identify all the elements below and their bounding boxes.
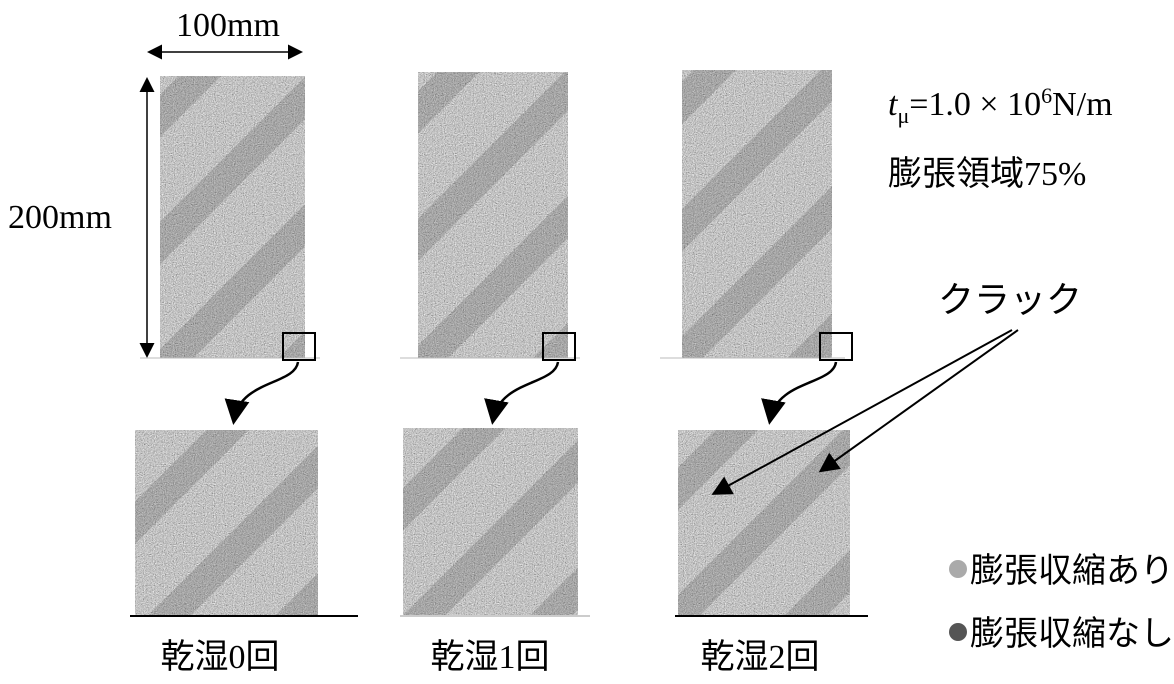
unit: N/m	[1052, 86, 1112, 123]
specimen-bands	[682, 70, 832, 358]
top-specimens	[140, 70, 852, 360]
legend-swatch	[949, 623, 967, 641]
width-label: 100mm	[176, 7, 280, 44]
thickness-param: tμ=1.0 × 106N/m	[888, 83, 1113, 128]
legend-swatch	[949, 560, 967, 578]
crack-label: クラック	[938, 280, 1082, 320]
legend-label: 膨張収縮あり	[970, 552, 1174, 590]
subscript: μ	[897, 103, 909, 128]
panel-label: 乾湿1回	[431, 638, 550, 676]
legend-label: 膨張収縮なし	[970, 615, 1174, 653]
zoom-arrows	[234, 362, 836, 420]
panel-label: 乾湿2回	[701, 638, 820, 676]
zoom-panels	[130, 428, 868, 616]
height-label: 200mm	[8, 199, 112, 236]
exponent: 6	[1041, 83, 1052, 108]
specimen-bands	[418, 72, 568, 358]
specimen-bands	[160, 76, 305, 358]
region-param: 膨張領域75%	[888, 155, 1086, 193]
figure: 100mm 200mm クラック tμ=1.0 × 106N/m 膨張領域75%…	[0, 0, 1174, 684]
panel-label: 乾湿0回	[161, 638, 280, 676]
value: =1.0 × 10	[909, 86, 1041, 123]
